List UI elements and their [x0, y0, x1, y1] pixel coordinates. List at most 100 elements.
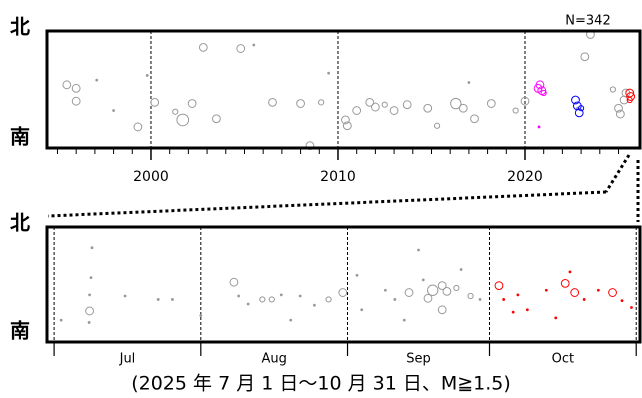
event: [494, 281, 504, 291]
event: [370, 102, 380, 112]
event: [298, 294, 302, 298]
event: [417, 248, 420, 252]
event: [268, 296, 275, 303]
event: [630, 306, 633, 309]
event: [246, 302, 250, 306]
connector: [47, 154, 640, 222]
event: [537, 125, 541, 129]
month-label: Oct: [552, 352, 574, 367]
event: [212, 114, 221, 124]
event: [145, 74, 149, 77]
event: [71, 96, 81, 106]
event: [453, 284, 460, 292]
month-label: Sep: [406, 352, 431, 367]
event: [615, 109, 625, 119]
south-label: 南: [10, 319, 30, 343]
event: [535, 80, 545, 90]
month-label: Aug: [261, 352, 286, 367]
south-label: 南: [10, 125, 30, 149]
event: [305, 141, 315, 151]
event: [360, 308, 364, 312]
event: [404, 288, 414, 297]
event: [402, 318, 406, 322]
event: [171, 298, 174, 301]
event: [450, 97, 462, 110]
event: [389, 106, 399, 115]
event: [237, 294, 241, 298]
event: [342, 121, 352, 131]
annotation: N=342: [565, 14, 610, 29]
event: [512, 107, 519, 114]
event: [289, 318, 293, 322]
month-label: Jul: [119, 352, 136, 367]
event: [442, 287, 452, 296]
event: [268, 97, 277, 107]
event: [71, 83, 81, 93]
event: [252, 43, 256, 47]
event: [511, 310, 515, 314]
event: [437, 281, 447, 291]
event: [433, 122, 441, 129]
event: [574, 108, 584, 118]
event: [89, 276, 93, 279]
x-tick-label: 2010: [320, 169, 356, 185]
event: [85, 306, 94, 316]
event: [199, 314, 203, 317]
event: [437, 305, 447, 315]
event: [381, 101, 388, 108]
event: [582, 298, 586, 301]
event: [626, 92, 636, 101]
event: [325, 296, 332, 303]
event: [470, 114, 479, 124]
panel-frame: [45, 225, 642, 344]
event: [620, 299, 624, 302]
event: [133, 122, 143, 132]
event: [459, 268, 463, 271]
event: [123, 294, 127, 298]
event: [312, 303, 316, 307]
event: [571, 95, 580, 105]
event: [112, 109, 115, 112]
event: [259, 296, 266, 303]
event: [365, 97, 375, 107]
event: [172, 108, 179, 115]
event: [402, 100, 412, 110]
event: [609, 86, 616, 93]
event: [150, 97, 160, 107]
event: [352, 106, 362, 115]
event: [502, 298, 506, 301]
event: [318, 99, 325, 106]
event: [341, 115, 350, 125]
event: [520, 96, 530, 106]
event: [458, 103, 468, 113]
event: [90, 246, 94, 250]
event: [421, 278, 425, 282]
event: [338, 288, 348, 297]
event: [393, 298, 397, 301]
event: [176, 113, 190, 127]
event: [580, 52, 590, 62]
event: [568, 270, 572, 274]
event: [296, 99, 305, 108]
event: [355, 273, 359, 277]
caption: (2025 年 7 月 1 日～10 月 31 日、M≧1.5): [131, 373, 511, 395]
event: [625, 88, 635, 98]
event: [467, 81, 471, 84]
event: [87, 321, 91, 324]
event: [486, 99, 496, 108]
event: [187, 99, 197, 108]
north-label: 北: [10, 15, 30, 39]
event: [327, 71, 331, 75]
event: [525, 308, 529, 312]
event: [156, 298, 160, 301]
event: [423, 293, 433, 303]
event: [383, 288, 387, 292]
x-tick-label: 2000: [133, 169, 169, 185]
event: [570, 288, 580, 297]
event: [596, 288, 600, 292]
event: [626, 96, 633, 104]
event: [544, 288, 548, 292]
event: [560, 278, 570, 288]
event: [279, 293, 283, 297]
event: [236, 44, 246, 53]
